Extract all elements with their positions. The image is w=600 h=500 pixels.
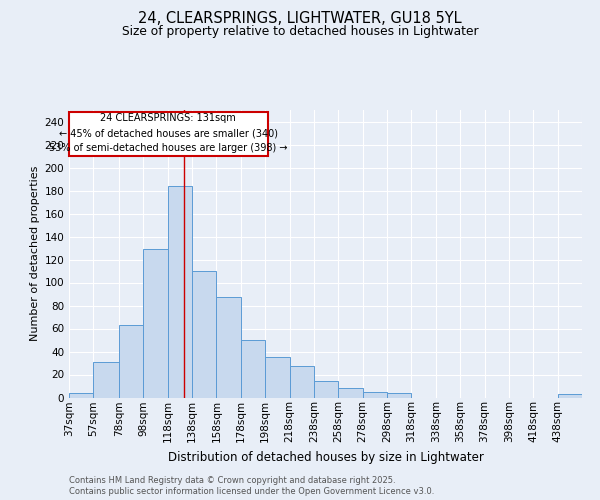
Bar xyxy=(94,362,119,398)
Bar xyxy=(168,186,192,398)
Bar xyxy=(143,249,168,398)
Text: 24 CLEARSPRINGS: 131sqm: 24 CLEARSPRINGS: 131sqm xyxy=(100,114,236,124)
Text: Size of property relative to detached houses in Lightwater: Size of property relative to detached ho… xyxy=(122,25,478,38)
Bar xyxy=(290,366,314,398)
Bar xyxy=(265,357,290,398)
Bar xyxy=(69,393,94,398)
Bar xyxy=(557,394,582,398)
Y-axis label: Number of detached properties: Number of detached properties xyxy=(30,166,40,342)
Text: Contains HM Land Registry data © Crown copyright and database right 2025.: Contains HM Land Registry data © Crown c… xyxy=(69,476,395,485)
Bar xyxy=(119,325,143,398)
Bar xyxy=(362,392,387,398)
Bar xyxy=(217,298,241,398)
Text: Contains public sector information licensed under the Open Government Licence v3: Contains public sector information licen… xyxy=(69,487,434,496)
Bar xyxy=(314,382,338,398)
Bar xyxy=(241,340,265,398)
Text: 53% of semi-detached houses are larger (398) →: 53% of semi-detached houses are larger (… xyxy=(49,142,287,152)
Bar xyxy=(192,271,217,398)
Bar xyxy=(338,388,362,398)
Text: 24, CLEARSPRINGS, LIGHTWATER, GU18 5YL: 24, CLEARSPRINGS, LIGHTWATER, GU18 5YL xyxy=(138,11,462,26)
FancyBboxPatch shape xyxy=(69,112,268,156)
Bar xyxy=(387,393,412,398)
Text: ← 45% of detached houses are smaller (340): ← 45% of detached houses are smaller (34… xyxy=(59,128,278,138)
X-axis label: Distribution of detached houses by size in Lightwater: Distribution of detached houses by size … xyxy=(167,450,484,464)
